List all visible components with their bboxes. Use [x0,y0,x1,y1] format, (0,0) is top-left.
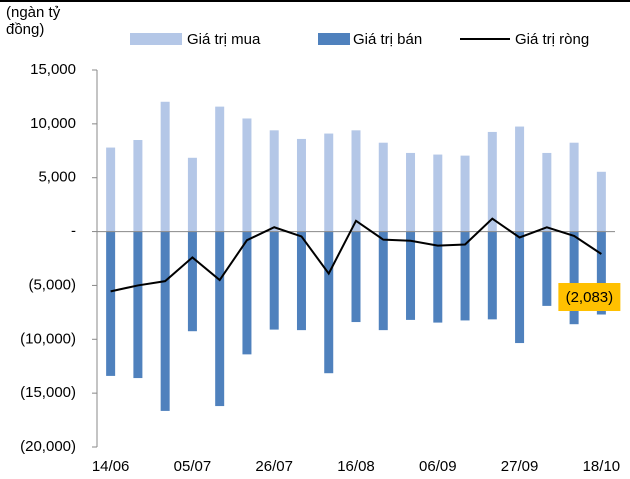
legend-swatch [318,33,350,45]
x-tick-label: 14/06 [92,458,130,475]
x-tick-label: 06/09 [419,458,457,475]
value-label-group: (2,083) [558,283,621,312]
bar [296,138,306,232]
y-tick-label: (15,000) [20,384,76,401]
bar [406,231,416,320]
bar [187,157,197,232]
bar [269,231,279,330]
bar [160,231,170,411]
x-tick-label: 05/07 [174,458,212,475]
bar [242,231,252,355]
x-tick-label: 26/07 [255,458,293,475]
value-label-box [558,283,621,312]
bar [187,231,197,332]
legend-label: Giá trị bán [353,31,422,48]
y-tick-label: 10,000 [30,115,76,132]
value-label: (2,083) [566,289,614,306]
net-line [110,217,602,293]
bar [569,142,579,232]
bar [542,152,552,232]
bar [269,130,279,232]
bar [351,231,361,323]
x-tick-label: 18/10 [583,458,621,475]
bar [433,231,443,323]
bar [215,106,225,232]
legend-label: Giá trị ròng [515,31,589,48]
bar [487,231,497,320]
bar [460,155,470,232]
bar [515,231,525,344]
y-tick-label: (10,000) [20,330,76,347]
bar [460,231,470,321]
y-tick-label: (5,000) [28,276,76,293]
x-tick-label: 27/09 [501,458,539,475]
bar [324,231,334,374]
bar [378,142,388,232]
bar [378,231,388,331]
bar [215,231,225,407]
bar [160,101,170,232]
bar [596,171,606,232]
bar [351,130,361,232]
bar [596,231,606,315]
bar [487,131,497,232]
bar [133,231,143,379]
y-axis-title: (ngàn tỷ đồng) [6,4,61,38]
bar [433,154,443,232]
bar [515,126,525,232]
bar [296,231,306,331]
bar [242,118,252,232]
bar [406,152,416,232]
legend-swatch [130,33,182,45]
bar [106,231,116,376]
x-tick-label: 16/08 [337,458,375,475]
bar [106,147,116,232]
bar [324,133,334,232]
y-tick-label: - [71,223,76,240]
y-tick-label: (20,000) [20,438,76,455]
bar [569,231,579,325]
bar [133,140,143,232]
y-tick-label: 5,000 [38,169,76,186]
y-tick-label: 15,000 [30,61,76,78]
legend-label: Giá trị mua [187,31,261,48]
bar [542,231,552,306]
